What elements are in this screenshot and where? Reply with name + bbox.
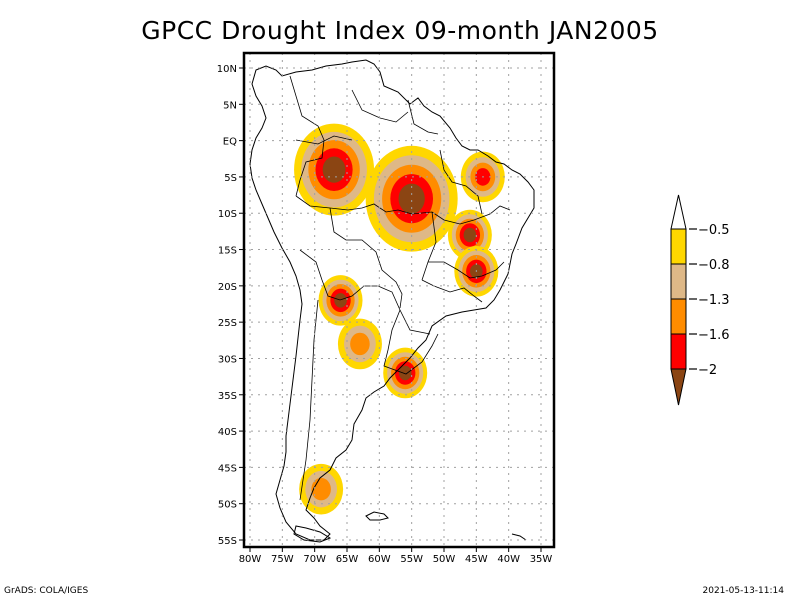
lat-lon-grid: [244, 53, 554, 547]
latitude-axis: 10N 5N EQ 5S 10S 15S 20S 25S 30S 35S 40S 45S 50S 55S: [217, 64, 244, 547]
plot-frame: [242, 51, 556, 549]
lon-tick-label: 35W: [530, 554, 553, 565]
country-borders: [289, 75, 511, 501]
lon-tick-label: 75W: [271, 554, 294, 565]
lat-tick-label: 5N: [223, 100, 237, 111]
tierra-del-fuego: [293, 525, 332, 543]
colorbar-label: −0.5: [698, 223, 730, 238]
lat-tick-label: 10S: [218, 209, 237, 220]
timestamp: 2021-05-13-11:14: [702, 586, 785, 596]
drought-area-_2: [398, 183, 425, 214]
lon-tick-label: 50W: [433, 554, 456, 565]
longitude-axis: 80W 75W 70W 65W 60W 55W 50W 45W 40W 35W: [239, 547, 553, 565]
map-title: GPCC Drought Index 09-month JAN2005: [141, 16, 659, 45]
lon-tick-label: 65W: [336, 554, 359, 565]
falkland-islands: [365, 511, 389, 521]
lon-tick-label: 55W: [400, 554, 423, 565]
lon-tick-label: 45W: [465, 554, 488, 565]
lon-tick-label: 70W: [303, 554, 326, 565]
coastlines-and-borders: [249, 59, 535, 543]
lat-tick-label: 45S: [218, 463, 237, 474]
colorbar-segment: [670, 298, 687, 335]
lat-tick-label: 40S: [218, 427, 237, 438]
drought-area-_2: [334, 293, 347, 308]
colorbar-segment: [670, 263, 687, 300]
drought-area-_2: [322, 156, 346, 183]
lon-tick-label: 80W: [239, 554, 262, 565]
lat-tick-label: 55S: [218, 536, 237, 547]
south-america-coastline: [249, 59, 535, 541]
lat-tick-label: 50S: [218, 500, 237, 511]
colorbar-segment: [670, 333, 687, 370]
colorbar-legend: −0.5 −0.8 −1.3 −1.6 −2: [670, 194, 730, 406]
lat-tick-label: 35S: [218, 391, 237, 402]
lon-tick-label: 60W: [368, 554, 391, 565]
drought-area-_1_6_to_1_3: [350, 332, 370, 356]
lon-tick-label: 40W: [497, 554, 520, 565]
colorbar-segment: [670, 228, 687, 265]
lat-tick-label: 20S: [218, 282, 237, 293]
drought-shading: [294, 123, 505, 515]
lat-tick-label: 10N: [217, 64, 237, 75]
lat-tick-label: EQ: [223, 137, 237, 148]
drought-area-_2: [398, 365, 412, 381]
colorbar-label: −0.8: [698, 258, 730, 273]
colorbar-label: −1.3: [698, 293, 730, 308]
drought-area-_2: [463, 227, 477, 243]
south-georgia: [511, 533, 527, 541]
colorbar-label: −2: [698, 363, 717, 378]
lat-tick-label: 30S: [218, 354, 237, 365]
colorbar-upper-triangle: [670, 194, 687, 230]
grads-credit: GrADS: COLA/IGES: [4, 586, 89, 596]
lat-tick-label: 5S: [224, 173, 237, 184]
colorbar-label: −1.6: [698, 328, 730, 343]
colorbar-lower-triangle: [670, 368, 687, 406]
lat-tick-label: 25S: [218, 318, 237, 329]
lat-tick-label: 15S: [218, 246, 237, 257]
